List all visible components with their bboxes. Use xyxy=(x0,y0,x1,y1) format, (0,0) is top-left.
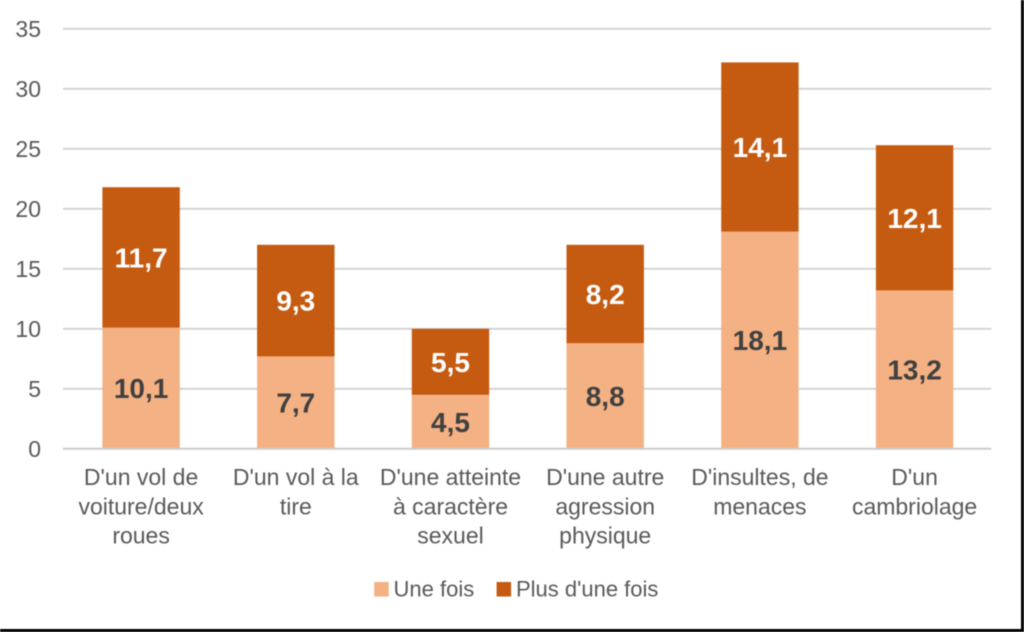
svg-text:10: 10 xyxy=(15,316,41,342)
svg-text:voiture/deux: voiture/deux xyxy=(78,493,204,519)
svg-text:sexuel: sexuel xyxy=(417,523,483,549)
svg-text:11,7: 11,7 xyxy=(115,242,168,273)
svg-text:5,5: 5,5 xyxy=(431,347,470,378)
svg-text:8,2: 8,2 xyxy=(586,279,625,310)
svg-text:à caractère: à caractère xyxy=(393,493,508,519)
svg-text:Plus d'une fois: Plus d'une fois xyxy=(516,576,658,601)
svg-text:12,1: 12,1 xyxy=(887,203,942,234)
svg-text:0: 0 xyxy=(28,436,41,462)
svg-text:5: 5 xyxy=(28,376,41,402)
svg-text:D'insultes, de: D'insultes, de xyxy=(691,464,828,490)
svg-text:menaces: menaces xyxy=(713,493,806,519)
svg-text:D'une autre: D'une autre xyxy=(546,464,664,490)
svg-text:9,3: 9,3 xyxy=(276,286,315,317)
svg-text:physique: physique xyxy=(559,523,651,549)
svg-text:roues: roues xyxy=(112,523,170,549)
svg-text:25: 25 xyxy=(15,136,41,162)
svg-text:Une fois: Une fois xyxy=(394,576,475,601)
svg-text:cambriolage: cambriolage xyxy=(852,493,977,519)
svg-text:13,2: 13,2 xyxy=(887,355,942,386)
svg-text:30: 30 xyxy=(15,76,41,102)
svg-text:35: 35 xyxy=(15,16,41,42)
svg-text:D'une atteinte: D'une atteinte xyxy=(380,464,521,490)
svg-text:8,8: 8,8 xyxy=(586,381,625,412)
svg-text:4,5: 4,5 xyxy=(431,407,470,438)
svg-text:D'un vol de: D'un vol de xyxy=(84,464,198,490)
svg-text:tire: tire xyxy=(280,493,312,519)
svg-text:agression: agression xyxy=(555,493,655,519)
svg-text:20: 20 xyxy=(15,196,41,222)
svg-text:14,1: 14,1 xyxy=(733,132,788,163)
svg-text:15: 15 xyxy=(15,256,41,282)
svg-text:D'un: D'un xyxy=(891,464,938,490)
svg-text:18,1: 18,1 xyxy=(733,325,788,356)
svg-text:D'un vol à la: D'un vol à la xyxy=(233,464,359,490)
svg-text:10,1: 10,1 xyxy=(114,373,169,404)
svg-text:7,7: 7,7 xyxy=(276,388,315,419)
